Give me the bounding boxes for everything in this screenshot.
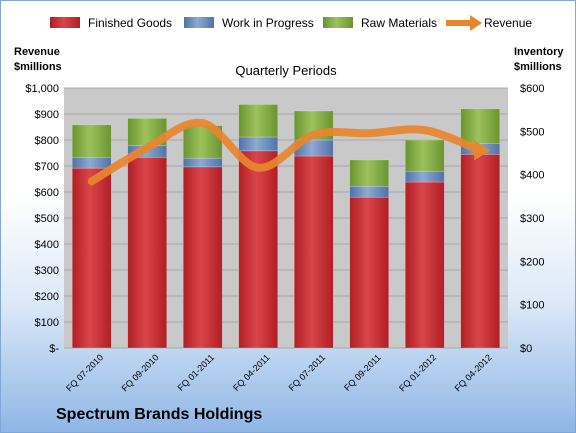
right-axis-title: $millions bbox=[514, 61, 562, 73]
left-axis-title: $millions bbox=[14, 61, 62, 73]
x-tick-label: FQ 07-2011 bbox=[287, 352, 328, 393]
bar-raw-materials bbox=[460, 108, 501, 144]
legend-label-revenue: Revenue bbox=[484, 16, 532, 30]
bar-work-in-progress bbox=[238, 136, 279, 152]
right-tick-label: $500 bbox=[520, 126, 544, 138]
x-tick-label: FQ 09-2010 bbox=[120, 352, 161, 393]
x-tick-label: FQ 04-2011 bbox=[231, 352, 272, 393]
x-tick-label: FQ 04-2012 bbox=[453, 352, 494, 393]
bar-finished-goods bbox=[293, 155, 334, 349]
legend-swatch-finished-goods bbox=[50, 17, 80, 28]
left-tick-label: $- bbox=[49, 343, 59, 355]
left-tick-label: $300 bbox=[35, 265, 59, 277]
x-tick-label: FQ 01-2012 bbox=[397, 352, 438, 393]
bar-finished-goods bbox=[349, 196, 390, 349]
bar-work-in-progress bbox=[404, 170, 445, 183]
right-axis-title: Inventory bbox=[514, 46, 564, 58]
x-tick-label: FQ 07-2010 bbox=[64, 352, 105, 393]
left-tick-label: $600 bbox=[35, 187, 59, 199]
right-tick-label: $300 bbox=[520, 213, 544, 225]
legend-swatch-work-in-progress bbox=[184, 17, 214, 28]
bar-finished-goods bbox=[182, 166, 223, 349]
right-tick-label: $600 bbox=[520, 83, 544, 95]
left-tick-label: $100 bbox=[35, 317, 59, 329]
right-tick-label: $400 bbox=[520, 170, 544, 182]
left-tick-label: $500 bbox=[35, 213, 59, 225]
left-tick-label: $700 bbox=[35, 161, 59, 173]
company-name: Spectrum Brands Holdings bbox=[56, 406, 263, 423]
legend-swatch-raw-materials bbox=[323, 17, 353, 28]
bar-finished-goods bbox=[460, 154, 501, 349]
chart-subtitle: Quarterly Periods bbox=[235, 63, 337, 78]
revenue-line bbox=[87, 118, 485, 186]
bar-finished-goods bbox=[238, 150, 279, 349]
legend-label-raw-materials: Raw Materials bbox=[361, 16, 437, 30]
bar-raw-materials bbox=[71, 124, 112, 158]
right-tick-label: $100 bbox=[520, 300, 544, 312]
left-tick-label: $200 bbox=[35, 291, 59, 303]
left-tick-label: $900 bbox=[35, 109, 59, 121]
left-tick-label: $800 bbox=[35, 135, 59, 147]
left-tick-label: $400 bbox=[35, 239, 59, 251]
x-tick-label: FQ 09-2011 bbox=[342, 352, 383, 393]
right-tick-label: $200 bbox=[520, 256, 544, 268]
legend-label-finished-goods: Finished Goods bbox=[88, 16, 172, 30]
bar-finished-goods bbox=[71, 167, 112, 349]
left-tick-label: $1,000 bbox=[25, 83, 59, 95]
bar-work-in-progress bbox=[349, 186, 390, 198]
x-tick-label: FQ 01-2011 bbox=[176, 352, 217, 393]
legend-arrow-icon bbox=[470, 15, 482, 31]
bar-raw-materials bbox=[404, 139, 445, 172]
bar-finished-goods bbox=[127, 157, 168, 349]
bar-raw-materials bbox=[349, 159, 390, 187]
legend-label-work-in-progress: Work in Progress bbox=[222, 16, 314, 30]
bar-finished-goods bbox=[404, 181, 445, 349]
bar-work-in-progress bbox=[71, 157, 112, 169]
left-axis-title: Revenue bbox=[14, 46, 60, 58]
bar-raw-materials bbox=[238, 104, 279, 138]
bar-work-in-progress bbox=[182, 157, 223, 168]
right-tick-label: $0 bbox=[520, 343, 532, 355]
revenue-arrowhead bbox=[474, 140, 491, 161]
